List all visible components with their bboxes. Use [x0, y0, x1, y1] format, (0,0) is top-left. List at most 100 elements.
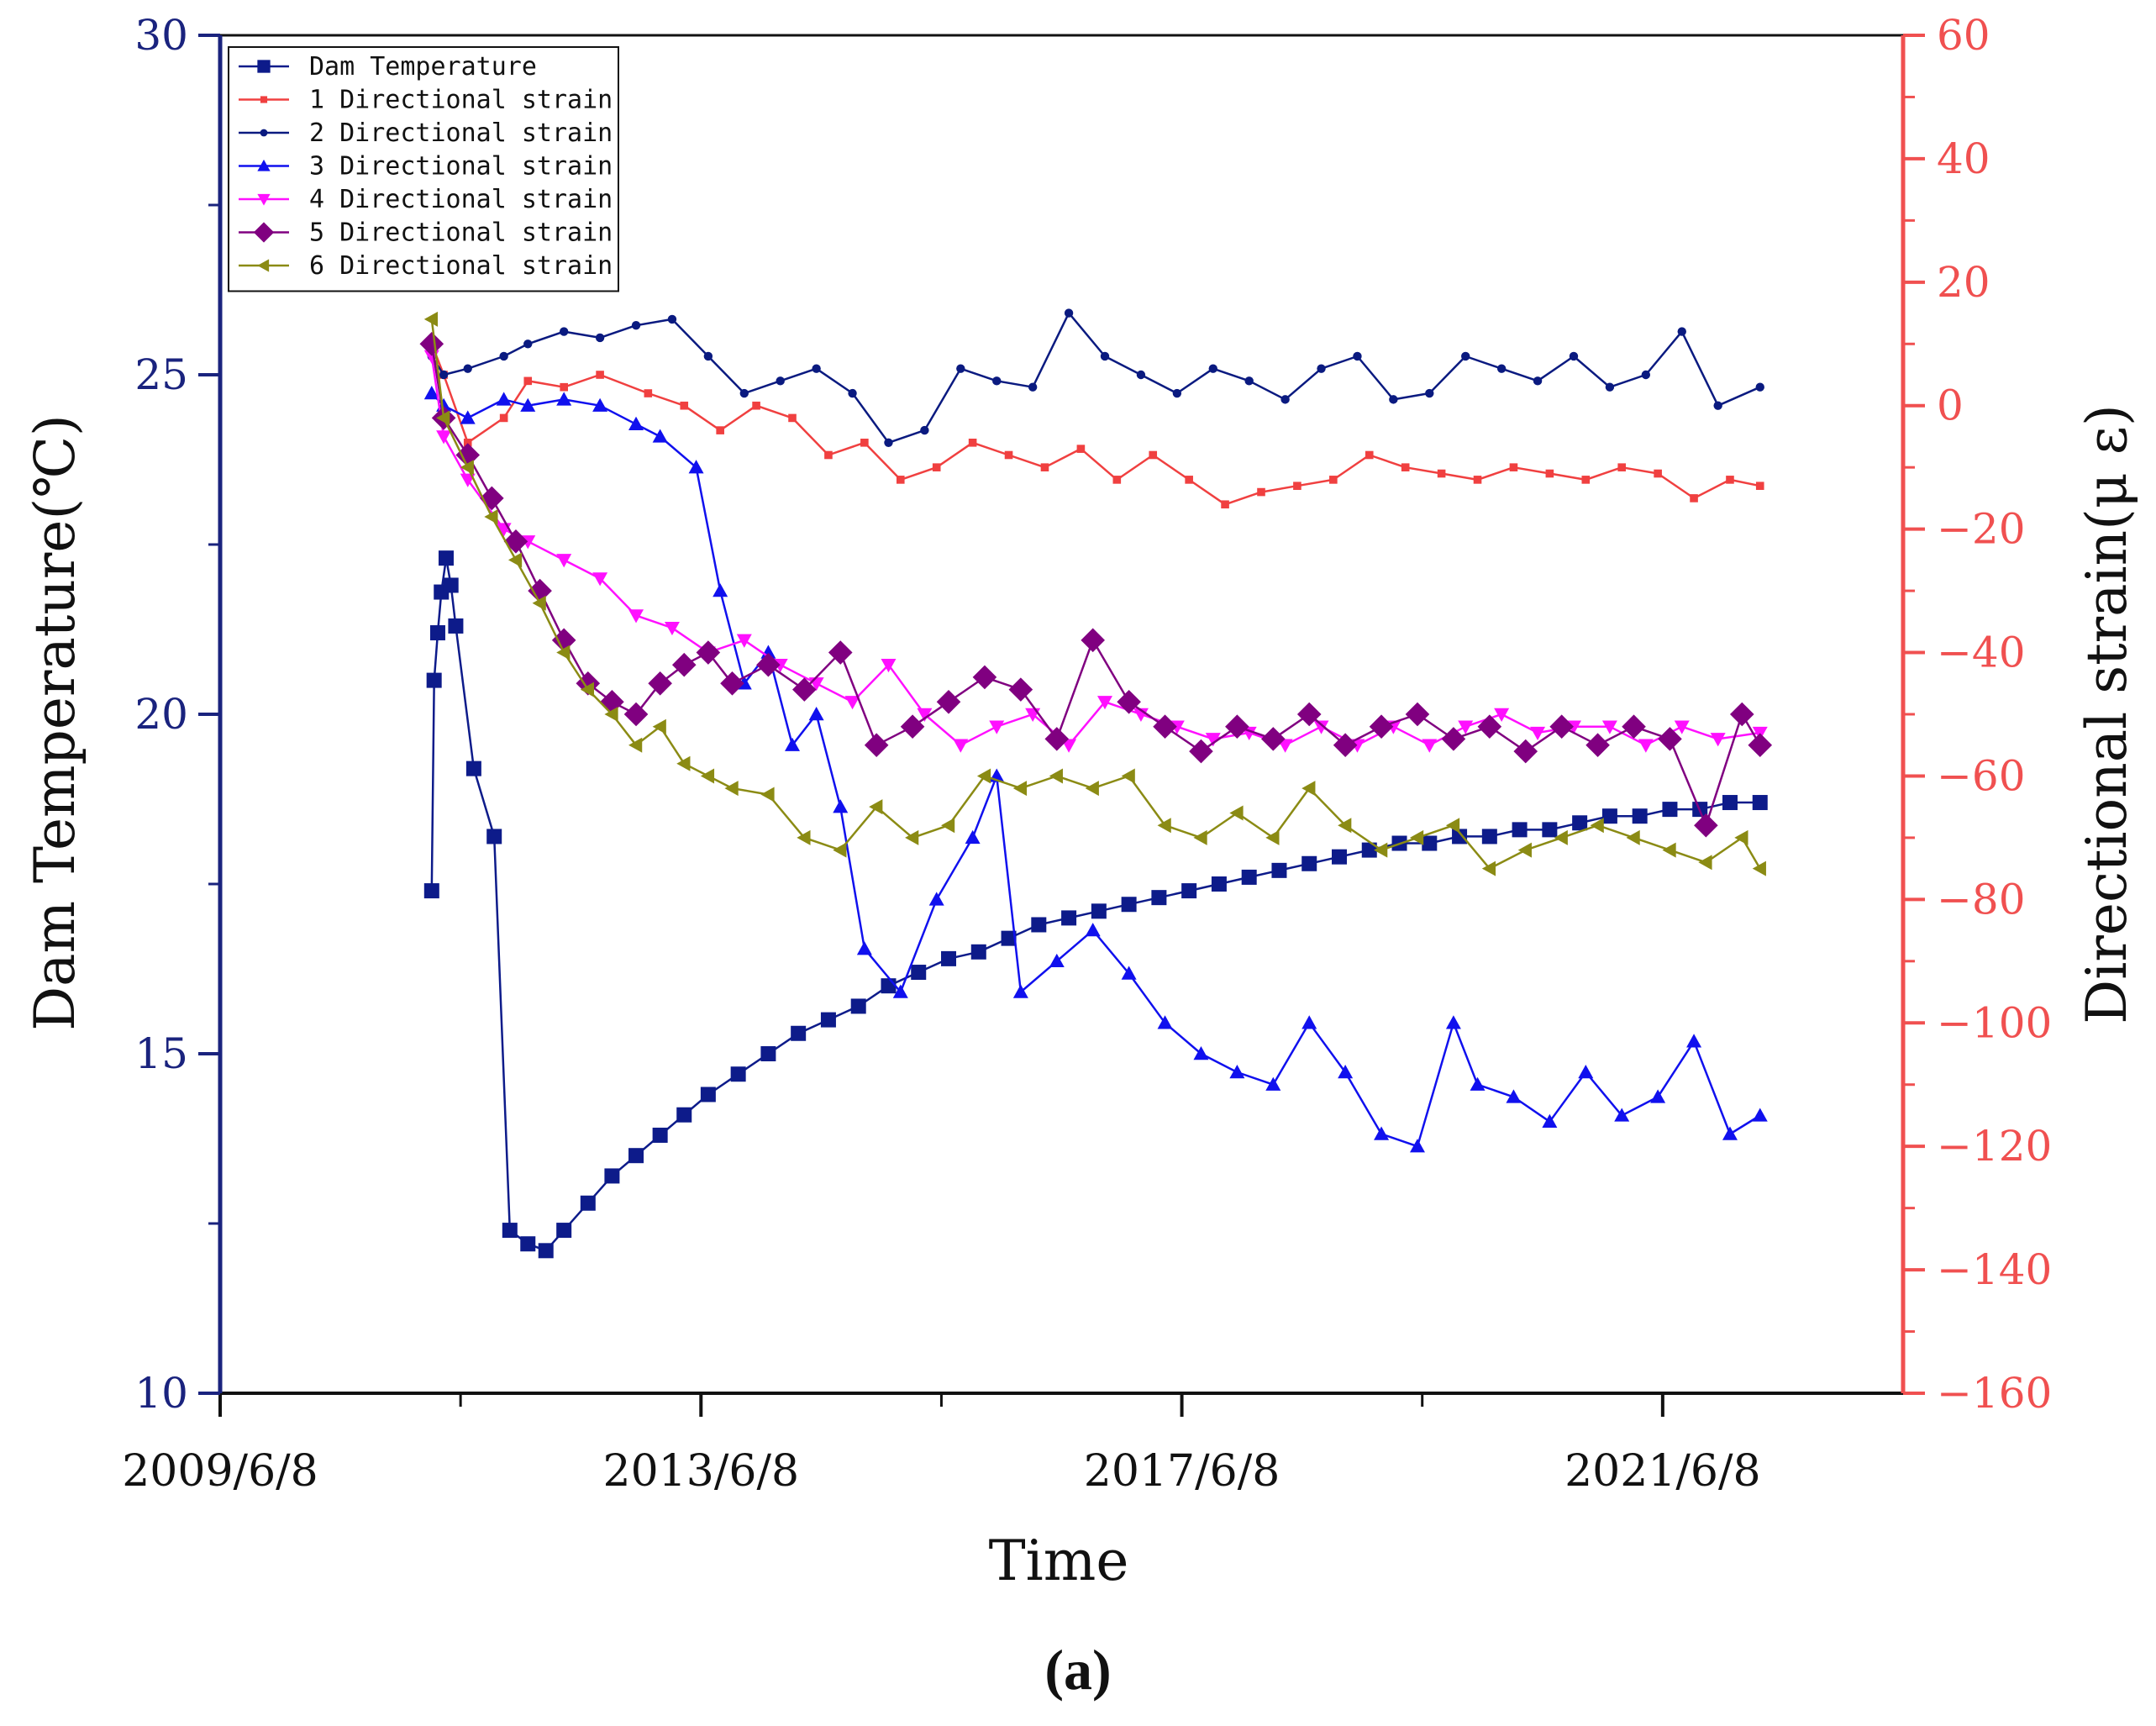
data-point — [1301, 781, 1316, 797]
data-point — [556, 554, 572, 568]
data-point — [439, 370, 449, 380]
data-point — [1293, 481, 1301, 491]
data-point — [724, 781, 739, 797]
data-point — [1001, 930, 1017, 946]
series-line — [430, 355, 1760, 746]
data-point — [1301, 855, 1317, 871]
data-point — [760, 787, 775, 802]
data-point — [881, 978, 897, 994]
x-tick-label: 2013/6/8 — [603, 1446, 800, 1497]
data-point — [917, 708, 933, 722]
data-point — [1331, 849, 1347, 865]
right-tick-label: 20 — [1937, 258, 1990, 307]
data-point — [1470, 1076, 1486, 1091]
data-point — [1542, 822, 1558, 838]
legend-marker — [257, 259, 270, 272]
series-5 — [423, 350, 1768, 753]
left-tick-label: 25 — [134, 350, 188, 399]
data-point — [1437, 469, 1446, 478]
legend-marker — [257, 159, 271, 171]
data-point — [1601, 808, 1617, 824]
data-point — [604, 1168, 620, 1184]
data-point — [1632, 808, 1648, 824]
legend-label: 6 Directional strain — [309, 251, 613, 281]
data-point — [631, 321, 641, 330]
data-point — [1677, 327, 1686, 336]
data-point — [1049, 768, 1063, 784]
data-point — [1713, 401, 1722, 410]
right-tick-label: −20 — [1937, 505, 2026, 554]
data-point — [1517, 842, 1532, 858]
data-point — [671, 652, 697, 677]
legend-item: Dam Temperature — [239, 52, 537, 82]
data-point — [448, 618, 464, 634]
data-point — [1690, 494, 1698, 503]
data-point — [1409, 1139, 1425, 1153]
data-point — [1369, 714, 1394, 739]
data-point — [648, 671, 672, 696]
data-point — [1617, 463, 1627, 471]
data-point — [532, 595, 546, 611]
data-point — [700, 768, 715, 784]
data-point — [1572, 815, 1588, 831]
data-point — [953, 739, 969, 753]
data-point — [788, 413, 797, 423]
data-point — [1549, 714, 1574, 739]
data-point — [592, 572, 608, 587]
right-tick-label: −160 — [1937, 1369, 2052, 1418]
series-line — [430, 392, 1761, 1148]
data-point — [1513, 739, 1538, 764]
right-tick-label: −40 — [1937, 629, 2026, 677]
left-tick-label: 15 — [134, 1029, 188, 1078]
data-point — [1662, 802, 1678, 818]
data-point — [892, 984, 908, 998]
data-point — [423, 883, 439, 899]
data-point — [1361, 842, 1377, 858]
data-point — [1481, 860, 1496, 876]
data-point — [1734, 829, 1748, 845]
data-point — [423, 386, 439, 400]
data-point — [844, 696, 860, 710]
data-point — [429, 625, 445, 641]
data-point — [1374, 1126, 1390, 1140]
right-tick-label: −80 — [1937, 875, 2026, 924]
right-tick-label: 0 — [1937, 382, 1964, 430]
data-point — [559, 327, 569, 336]
data-point — [1085, 923, 1101, 937]
legend-item: 3 Directional strain — [239, 152, 613, 182]
data-point — [941, 818, 955, 834]
data-point — [1445, 818, 1460, 834]
right-tick-label: 60 — [1937, 11, 1990, 60]
data-point — [1149, 450, 1158, 460]
data-point — [628, 737, 643, 753]
data-point — [1752, 795, 1768, 811]
data-point — [1261, 727, 1286, 751]
data-point — [1622, 714, 1646, 739]
data-point — [576, 671, 601, 696]
data-point — [1271, 862, 1287, 878]
data-point — [1333, 733, 1358, 758]
data-point — [1257, 487, 1265, 497]
data-point — [523, 339, 533, 349]
data-point — [1265, 1076, 1281, 1091]
data-point — [460, 410, 476, 424]
data-point — [1064, 308, 1074, 318]
legend-marker — [260, 96, 268, 103]
data-point — [739, 388, 749, 398]
data-point — [869, 799, 883, 815]
legend-marker — [257, 60, 271, 73]
right-tick-label: −120 — [1937, 1122, 2052, 1171]
data-point — [1512, 822, 1528, 838]
data-point — [499, 351, 508, 361]
data-point — [1338, 1065, 1354, 1079]
data-point — [1157, 1015, 1173, 1029]
data-point — [797, 829, 811, 845]
legend-marker — [260, 129, 268, 137]
data-point — [860, 439, 869, 447]
series-6 — [419, 331, 1773, 838]
data-point — [1494, 708, 1510, 722]
data-point — [463, 364, 472, 373]
legend-item: 5 Directional strain — [239, 218, 613, 248]
data-point — [976, 768, 991, 784]
data-point — [1477, 714, 1502, 739]
